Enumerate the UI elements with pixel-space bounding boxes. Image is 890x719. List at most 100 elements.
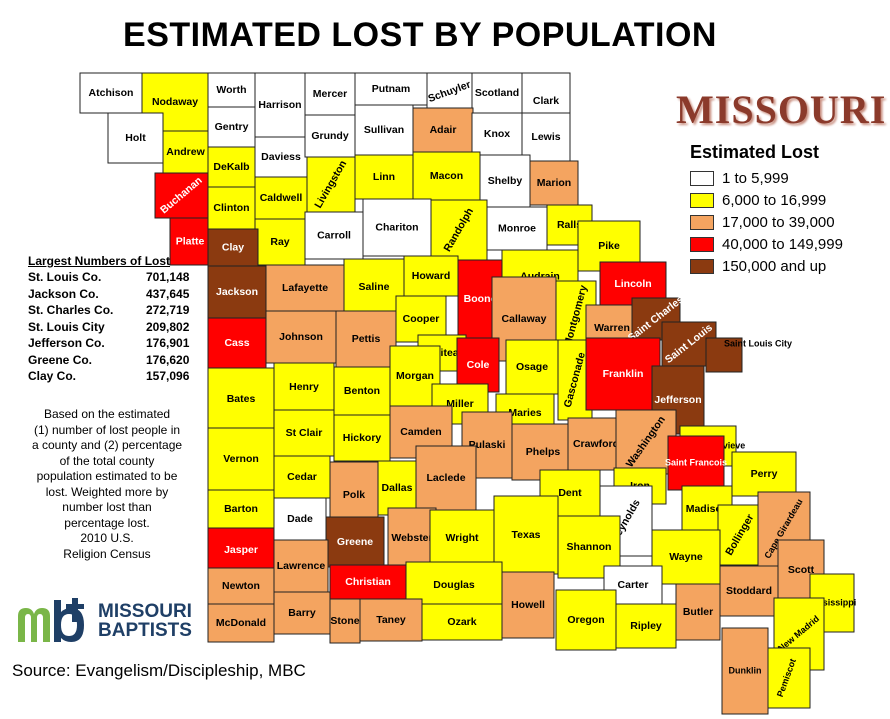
note-line: Religion Census bbox=[63, 546, 151, 561]
mb-logo-icon bbox=[18, 598, 84, 642]
county-ray: Ray bbox=[254, 218, 306, 266]
county-buchanan: Buchanan bbox=[154, 172, 209, 219]
county-label: Mercer bbox=[313, 88, 347, 100]
legend-label: 17,000 to 39,000 bbox=[722, 213, 835, 231]
county-livingston: Livingston bbox=[306, 156, 356, 213]
county-label: Cedar bbox=[287, 471, 317, 483]
county-benton: Benton bbox=[333, 366, 391, 416]
county-label: Franklin bbox=[603, 368, 644, 380]
county-shape bbox=[667, 435, 725, 491]
county-shape bbox=[207, 567, 275, 605]
legend-label: 150,000 and up bbox=[722, 257, 827, 275]
county-label: Oregon bbox=[567, 614, 604, 626]
county-name: St. Louis Co. bbox=[28, 270, 102, 284]
county-linn: Linn bbox=[354, 154, 414, 200]
county-jasper: Jasper bbox=[207, 527, 275, 573]
county-shape bbox=[493, 495, 559, 575]
county-label: Howard bbox=[412, 270, 451, 282]
county-label: Newton bbox=[222, 580, 260, 592]
county-laclede: Laclede bbox=[415, 445, 477, 511]
county-label: Carroll bbox=[317, 229, 351, 241]
note-line: a county and (2) percentage bbox=[31, 438, 183, 452]
county-label: Barton bbox=[224, 503, 258, 515]
county-label: Ralls bbox=[557, 219, 582, 231]
county-label: Perry bbox=[751, 468, 778, 480]
county-washington: Washington bbox=[615, 409, 677, 475]
county-shape bbox=[675, 583, 721, 641]
county-shape bbox=[304, 211, 364, 260]
county-saint-louis-city: Saint Louis City bbox=[705, 337, 792, 373]
legend-swatch bbox=[690, 236, 714, 252]
county-morgan: Morgan bbox=[389, 345, 441, 407]
county-label: Barry bbox=[288, 607, 316, 619]
county-shape bbox=[731, 451, 797, 497]
county-label: Pulaski bbox=[469, 439, 506, 451]
lost-count: 209,802 bbox=[146, 319, 190, 334]
county-label: Butler bbox=[683, 606, 713, 618]
county-shape bbox=[615, 603, 677, 649]
county-shape bbox=[254, 218, 306, 266]
county-dunklin: Dunklin bbox=[721, 627, 769, 715]
county-label: Morgan bbox=[396, 370, 434, 382]
county-label: Clay bbox=[222, 241, 244, 253]
county-platte: Platte bbox=[169, 217, 211, 266]
county-label: Linn bbox=[373, 171, 395, 183]
county-label: Marion bbox=[537, 177, 571, 189]
county-label: Camden bbox=[400, 426, 441, 438]
county-shape bbox=[273, 591, 331, 635]
largest-lost-row: Greene Co. 176,620 bbox=[28, 353, 218, 370]
county-label: Cass bbox=[224, 337, 249, 349]
county-shape bbox=[329, 564, 407, 600]
county-label: Saint Louis City bbox=[724, 338, 792, 348]
county-shape bbox=[304, 114, 356, 158]
county-shape bbox=[207, 489, 275, 529]
county-label: Mississippi bbox=[808, 597, 857, 607]
county-shape bbox=[721, 627, 769, 715]
county-label: Chariton bbox=[375, 221, 418, 233]
county-mercer: Mercer bbox=[304, 72, 356, 116]
county-label: Boone bbox=[464, 293, 497, 305]
county-shape bbox=[651, 529, 721, 585]
county-label: Scotland bbox=[475, 87, 519, 99]
county-dekalb: DeKalb bbox=[207, 146, 256, 188]
county-clinton: Clinton bbox=[207, 186, 256, 230]
county-perry: Perry bbox=[731, 451, 797, 497]
county-label: St Clair bbox=[286, 427, 323, 439]
county-wayne: Wayne bbox=[651, 529, 721, 585]
map-title: ESTIMATED LOST BY POPULATION bbox=[123, 16, 717, 54]
note-line: number lost than bbox=[62, 500, 152, 514]
county-label: Jasper bbox=[224, 544, 258, 556]
county-label: Howell bbox=[511, 599, 545, 611]
logo-line-2: BAPTISTS bbox=[98, 620, 192, 641]
county-lafayette: Lafayette bbox=[265, 264, 345, 312]
county-shape bbox=[456, 337, 500, 393]
county-atchison: Atchison bbox=[79, 72, 143, 114]
county-label: Bates bbox=[227, 393, 256, 405]
county-cooper: Cooper bbox=[395, 295, 447, 343]
county-shape bbox=[254, 136, 308, 178]
county-shape bbox=[207, 186, 256, 230]
county-label: Callaway bbox=[502, 313, 547, 325]
county-marion: Marion bbox=[529, 160, 579, 206]
county-label: Lewis bbox=[531, 131, 560, 143]
legend-items: 1 to 5,999 6,000 to 16,999 17,000 to 39,00… bbox=[690, 167, 843, 277]
county-label: Saint Francois bbox=[665, 457, 727, 467]
county-barry: Barry bbox=[273, 591, 331, 635]
county-label: Pettis bbox=[352, 333, 381, 345]
county-lawrence: Lawrence bbox=[273, 539, 329, 593]
county-bates: Bates bbox=[207, 367, 275, 431]
county-shape bbox=[415, 445, 477, 511]
county-st-clair: St Clair bbox=[273, 409, 335, 457]
county-label: Daviess bbox=[261, 151, 301, 163]
county-label: Dent bbox=[558, 487, 582, 499]
county-shape bbox=[505, 339, 559, 395]
note-line: of the total county bbox=[59, 453, 155, 468]
county-schuyler: Schuyler bbox=[426, 72, 473, 112]
county-label: Shelby bbox=[488, 175, 523, 187]
county-shape bbox=[265, 264, 345, 312]
county-shape bbox=[763, 647, 811, 709]
county-shape bbox=[387, 507, 437, 569]
county-label: Hickory bbox=[343, 432, 382, 444]
county-label: Texas bbox=[512, 529, 541, 541]
